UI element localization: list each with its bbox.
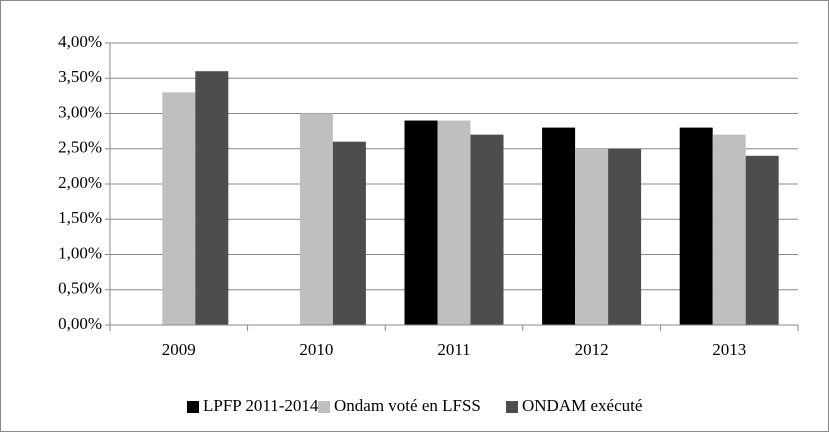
y-tick-label: 1,00% xyxy=(58,243,102,262)
x-tick-label: 2013 xyxy=(712,340,746,359)
legend-swatch xyxy=(506,401,518,413)
bar xyxy=(299,113,333,325)
bar xyxy=(404,120,438,325)
x-tick-label: 2009 xyxy=(162,340,196,359)
bar xyxy=(162,92,196,325)
bar xyxy=(575,148,609,325)
y-tick-label: 2,00% xyxy=(58,173,102,192)
bar xyxy=(608,148,642,325)
x-tick-label: 2010 xyxy=(299,340,333,359)
x-tick-label: 2011 xyxy=(437,340,470,359)
bar xyxy=(542,127,576,325)
legend-swatch xyxy=(318,401,330,413)
y-tick-label: 0,00% xyxy=(58,314,102,333)
y-tick-label: 0,50% xyxy=(58,279,102,298)
bar xyxy=(437,120,471,325)
legend-swatch xyxy=(187,401,199,413)
y-tick-label: 3,00% xyxy=(58,102,102,121)
y-tick-label: 1,50% xyxy=(58,208,102,227)
bar xyxy=(712,134,746,325)
legend-label: LPFP 2011-2014 xyxy=(203,396,319,415)
y-tick-label: 3,50% xyxy=(58,67,102,86)
bar xyxy=(679,127,713,325)
bar xyxy=(195,71,229,325)
y-tick-label: 2,50% xyxy=(58,138,102,157)
bar xyxy=(470,134,504,325)
bar xyxy=(332,141,366,325)
bar xyxy=(745,155,779,325)
y-tick-label: 4,00% xyxy=(58,32,102,51)
legend-label: ONDAM exécuté xyxy=(522,396,642,415)
legend-label: Ondam voté en LFSS xyxy=(334,396,481,415)
x-tick-label: 2012 xyxy=(575,340,609,359)
